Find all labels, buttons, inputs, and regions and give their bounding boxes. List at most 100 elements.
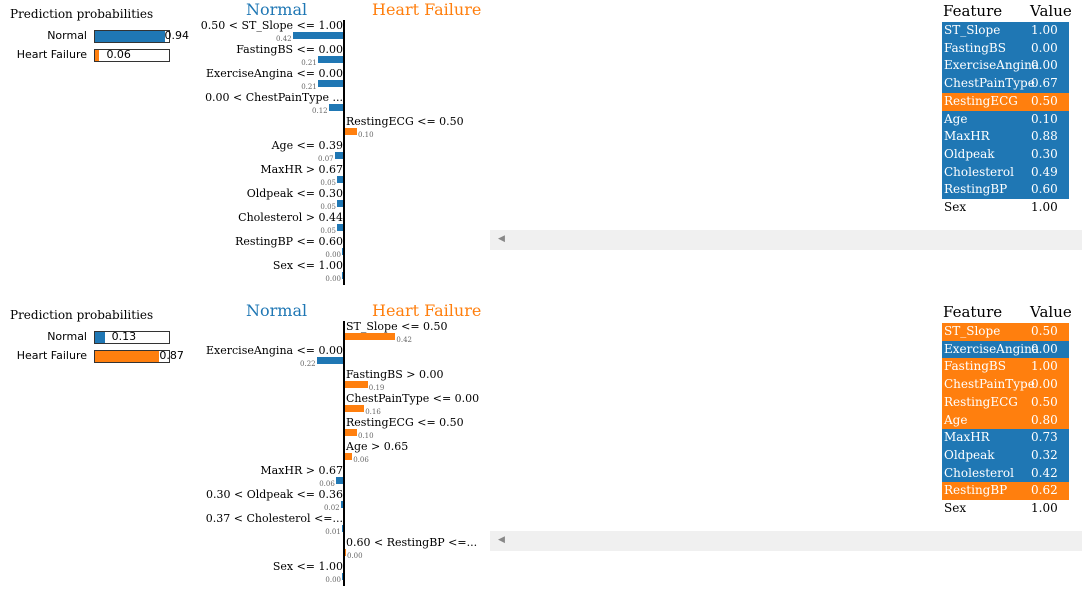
table-row: Oldpeak 0.32 bbox=[942, 446, 1069, 465]
feature-contribution-label: Oldpeak <= 0.30 bbox=[246, 187, 343, 200]
table-cell-value: 0.50 bbox=[1031, 93, 1058, 108]
feature-contribution-bar bbox=[345, 128, 357, 135]
feature-contribution-weight: 0.10 bbox=[358, 131, 374, 139]
feature-contribution-bar bbox=[342, 248, 343, 255]
table-cell-feature: Age bbox=[944, 412, 968, 427]
feature-contribution-bar bbox=[334, 152, 343, 159]
table-cell-feature: Oldpeak bbox=[944, 447, 995, 462]
feature-contribution-bar bbox=[345, 453, 353, 460]
horizontal-scrollbar[interactable]: ◀ bbox=[490, 230, 1082, 250]
explanation-panel: Prediction probabilities Normal 0.94 Heart … bbox=[0, 0, 1082, 290]
table-cell-value: 1.00 bbox=[1031, 23, 1058, 37]
feature-contribution-label: Cholesterol > 0.44 bbox=[238, 211, 343, 224]
positive-class-header: Heart Failure bbox=[372, 301, 482, 320]
feature-contribution-label: Sex <= 1.00 bbox=[272, 259, 343, 272]
table-cell-value: 0.49 bbox=[1031, 164, 1058, 179]
feature-contribution-label: 0.30 < Oldpeak <= 0.36 bbox=[206, 488, 343, 501]
probability-label: Normal bbox=[47, 330, 87, 343]
probability-label: Heart Failure bbox=[16, 349, 87, 362]
feature-contribution-bar bbox=[342, 573, 343, 580]
feature-contribution-label: RestingBP <= 0.60 bbox=[235, 235, 343, 248]
feature-contribution-label: MaxHR > 0.67 bbox=[260, 163, 343, 176]
negative-class-header: Normal bbox=[246, 301, 308, 320]
table-header-value: Value bbox=[1030, 303, 1072, 321]
table-cell-value: 1.00 bbox=[1031, 200, 1058, 214]
table-cell-feature: Cholesterol bbox=[944, 465, 1014, 480]
feature-contribution-weight: 0.21 bbox=[301, 83, 317, 91]
table-row: ST_Slope 0.50 bbox=[942, 323, 1069, 341]
table-cell-feature: MaxHR bbox=[944, 129, 990, 144]
table-row: Age 0.10 bbox=[942, 110, 1069, 129]
feature-contribution-weight: 0.07 bbox=[318, 155, 334, 163]
table-cell-feature: ChestPainType bbox=[944, 377, 1035, 392]
feature-contribution-label: RestingECG <= 0.50 bbox=[346, 416, 464, 429]
probability-value: 0.06 bbox=[106, 48, 131, 61]
table-row: FastingBS 1.00 bbox=[942, 358, 1069, 377]
table-row: RestingBP 0.60 bbox=[942, 181, 1069, 200]
feature-contribution-bar bbox=[345, 381, 368, 388]
table-row: Age 0.80 bbox=[942, 411, 1069, 430]
scroll-left-arrow-icon[interactable]: ◀ bbox=[498, 234, 505, 244]
feature-contribution-weight: 0.19 bbox=[368, 384, 385, 392]
probability-bar bbox=[94, 49, 170, 62]
feature-contribution-bar bbox=[337, 176, 343, 183]
feature-contribution-bar bbox=[342, 272, 343, 279]
feature-value-table: Feature Value ST_Slope 0.50 ExerciseAngina 0.… bbox=[942, 303, 1072, 518]
feature-contribution-weight: 0.00 bbox=[325, 576, 341, 584]
table-header-feature: Feature bbox=[943, 303, 1003, 321]
table-row: RestingECG 0.50 bbox=[942, 92, 1069, 111]
table-cell-value: 0.50 bbox=[1031, 394, 1058, 409]
probability-value: 0.13 bbox=[111, 330, 137, 343]
feature-contribution-label: Sex <= 1.00 bbox=[272, 560, 343, 573]
feature-contribution-label: 0.60 < RestingBP <=... bbox=[346, 536, 478, 549]
scroll-left-arrow-icon[interactable]: ◀ bbox=[498, 535, 505, 545]
feature-contribution-weight: 0.06 bbox=[353, 456, 369, 464]
feature-contribution-label: Age > 0.65 bbox=[346, 440, 409, 453]
table-cell-feature: MaxHR bbox=[944, 430, 990, 445]
probability-label: Heart Failure bbox=[16, 48, 87, 61]
feature-contribution-weight: 0.06 bbox=[319, 480, 335, 488]
table-row: ExerciseAngina 0.00 bbox=[942, 340, 1069, 359]
table-cell-value: 0.42 bbox=[1031, 465, 1058, 480]
table-cell-feature: FastingBS bbox=[944, 40, 1006, 55]
table-cell-feature: Oldpeak bbox=[944, 146, 995, 161]
explanation-panel: Prediction probabilities Normal 0.13 Heart … bbox=[0, 301, 1082, 591]
feature-contribution-weight: 0.01 bbox=[325, 528, 341, 536]
feature-contribution-label: FastingBS > 0.00 bbox=[346, 368, 444, 381]
table-cell-feature: Age bbox=[944, 111, 968, 126]
feature-contribution-weight: 0.42 bbox=[276, 35, 292, 43]
table-cell-value: 0.62 bbox=[1031, 483, 1058, 498]
feature-contribution-bar bbox=[317, 80, 343, 87]
table-cell-feature: RestingBP bbox=[944, 483, 1008, 498]
feature-contribution-label: 0.50 < ST_Slope <= 1.00 bbox=[200, 19, 343, 32]
table-cell-feature: ChestPainType bbox=[944, 76, 1035, 91]
table-cell-feature: RestingECG bbox=[944, 394, 1018, 409]
table-row: RestingECG 0.50 bbox=[942, 393, 1069, 412]
feature-contribution-weight: 0.00 bbox=[325, 251, 341, 259]
feature-contribution-label: ChestPainType <= 0.00 bbox=[346, 392, 480, 405]
feature-contribution-bar bbox=[335, 477, 343, 484]
feature-contribution-weight: 0.02 bbox=[324, 504, 340, 512]
table-cell-feature: RestingBP bbox=[944, 182, 1008, 197]
table-cell-value: 0.30 bbox=[1031, 146, 1058, 161]
table-cell-feature: Sex bbox=[944, 200, 967, 214]
feature-contribution-bar bbox=[292, 32, 343, 39]
feature-contribution-bar bbox=[337, 224, 343, 231]
table-cell-value: 1.00 bbox=[1031, 501, 1058, 515]
table-cell-value: 0.00 bbox=[1031, 341, 1058, 356]
table-row: ChestPainType 0.00 bbox=[942, 376, 1069, 395]
table-cell-value: 0.60 bbox=[1031, 182, 1058, 197]
feature-contribution-label: ExerciseAngina <= 0.00 bbox=[206, 344, 343, 357]
feature-contribution-label: MaxHR > 0.67 bbox=[260, 464, 343, 477]
probability-bar bbox=[94, 350, 170, 363]
center-axis bbox=[343, 20, 345, 285]
horizontal-scrollbar[interactable]: ◀ bbox=[490, 531, 1082, 551]
feature-contribution-weight: 0.42 bbox=[396, 336, 412, 344]
feature-contribution-label: ExerciseAngina <= 0.00 bbox=[206, 67, 343, 80]
table-row: ChestPainType 0.67 bbox=[942, 75, 1069, 94]
table-cell-value: 0.73 bbox=[1031, 430, 1058, 445]
probability-value: 0.87 bbox=[159, 349, 184, 362]
feature-contribution-weight: 0.22 bbox=[300, 360, 316, 368]
feature-contribution-weight: 0.05 bbox=[320, 227, 336, 235]
table-cell-value: 0.00 bbox=[1031, 58, 1058, 73]
